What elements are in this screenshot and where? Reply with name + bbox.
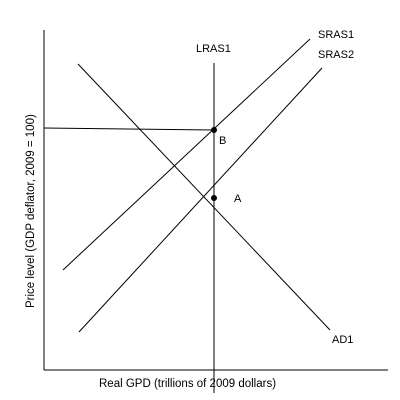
sras1-curve [62, 38, 311, 271]
ad1-curve [77, 63, 331, 331]
sras1-label: SRAS1 [318, 29, 354, 41]
point-b-marker [211, 127, 217, 133]
y-axis-label: Price level (GDP deflator, 2009 = 100) [25, 114, 37, 308]
lras-label: LRAS1 [196, 43, 231, 55]
x-axis-label: Real GPD (trillions of 2009 dollars) [99, 378, 276, 390]
sras2-label: SRAS2 [318, 49, 354, 61]
sras2-curve [78, 67, 323, 333]
price-level-guide-line [43, 127, 215, 131]
point-a-label: A [234, 193, 242, 205]
point-a-marker [211, 195, 217, 201]
point-b-label: B [219, 135, 226, 147]
ad1-label: AD1 [332, 334, 353, 346]
